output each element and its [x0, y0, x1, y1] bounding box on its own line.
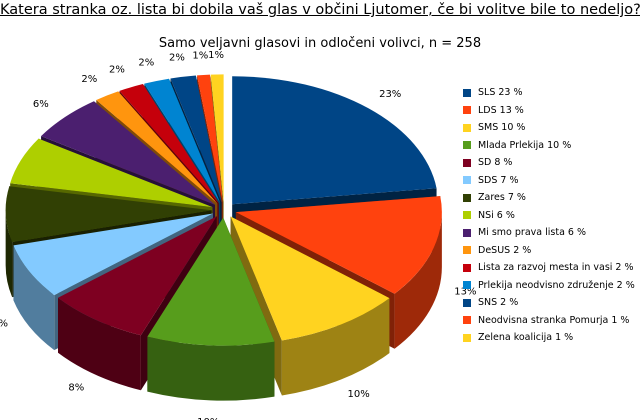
slice-mlada-prlekija	[147, 217, 275, 346]
legend-swatch	[463, 228, 471, 237]
legend-swatch	[463, 316, 471, 325]
legend-item-neodvisna-stranka-pomurja: Neodvisna stranka Pomurja 1 %	[463, 312, 635, 330]
data-label-desus: 2%	[81, 74, 97, 85]
legend-label: Lista za razvoj mesta in vasi 2 %	[478, 262, 634, 274]
slice-side-sms	[281, 298, 390, 396]
legend-item-mlada-prlekija: Mlada Prlekija 10 %	[463, 137, 635, 155]
legend-item-desus: DeSUS 2 %	[463, 242, 635, 260]
slice-sds	[13, 213, 213, 296]
data-label-sds: 7%	[0, 318, 8, 329]
data-label-sls: 23%	[379, 89, 401, 100]
legend-item-nsi: NSi 6 %	[463, 207, 635, 225]
legend-swatch	[463, 263, 471, 272]
legend-swatch	[463, 298, 471, 307]
slice-side-sds	[13, 245, 55, 351]
pie-tops	[5, 74, 442, 346]
data-label-prlekija-neodvisno-zdruzenje: 2%	[138, 57, 154, 68]
legend-label: Mlada Prlekija 10 %	[478, 139, 572, 151]
slice-side-mlada-prlekija	[147, 336, 275, 401]
data-label-sms: 10%	[348, 389, 370, 400]
legend-item-mi-smo-prava-lista: Mi smo prava lista 6 %	[463, 224, 635, 242]
legend-item-sls: SLS 23 %	[463, 84, 635, 102]
slice-sls	[232, 76, 437, 205]
legend-swatch	[463, 88, 471, 97]
legend-item-sms: SMS 10 %	[463, 119, 635, 137]
slice-sd	[58, 216, 217, 336]
legend-item-lista-za-razvoj-mesta-in-vasi: Lista za razvoj mesta in vasi 2 %	[463, 259, 635, 277]
legend-label: Mi smo prava lista 6 %	[478, 227, 586, 239]
slice-sms	[230, 216, 390, 341]
slice-side-lds	[394, 212, 442, 349]
legend-item-sds: SDS 7 %	[463, 172, 635, 190]
pie-labels: 23%13%10%10%8%7%7%6%6%2%2%2%2%1%1%	[0, 50, 476, 420]
data-label-lista-za-razvoj-mesta-in-vasi: 2%	[109, 65, 125, 76]
legend-label: LDS 13 %	[478, 104, 524, 116]
chart-subtitle: Samo veljavni glasovi in odločeni volivc…	[158, 36, 482, 51]
legend-swatch	[463, 176, 471, 185]
chart-title: Katera stranka oz. lista bi dobila vaš g…	[0, 2, 640, 18]
legend-label: Zares 7 %	[478, 192, 526, 204]
data-label-neodvisna-stranka-pomurja: 1%	[192, 51, 208, 62]
slice-lista-za-razvoj-mesta-in-vasi	[119, 84, 219, 204]
slice-zares	[5, 186, 212, 243]
slice-side-zares	[5, 210, 13, 298]
slice-nsi	[10, 138, 213, 208]
legend-item-zares: Zares 7 %	[463, 189, 635, 207]
data-label-sns: 2%	[169, 53, 185, 64]
legend-swatch	[463, 106, 471, 115]
legend-label: SD 8 %	[478, 157, 513, 169]
legend-item-sd: SD 8 %	[463, 154, 635, 172]
legend-item-lds: LDS 13 %	[463, 102, 635, 120]
legend-swatch	[463, 211, 471, 220]
legend-swatch	[463, 281, 471, 290]
legend-item-sns: SNS 2 %	[463, 294, 635, 312]
legend-swatch	[463, 333, 471, 342]
legend-item-zelena-koalicija: Zelena koalicija 1 %	[463, 329, 635, 347]
data-label-mlada-prlekija: 10%	[197, 417, 219, 420]
legend-swatch	[463, 246, 471, 255]
legend-label: SLS 23 %	[478, 87, 523, 99]
slice-lds	[235, 196, 442, 294]
slice-neodvisna-stranka-pomurja	[197, 74, 223, 203]
legend-label: Neodvisna stranka Pomurja 1 %	[478, 314, 630, 326]
legend-swatch	[463, 158, 471, 167]
slice-zelena-koalicija	[210, 74, 224, 203]
slice-prlekija-neodvisno-zdruzenje	[144, 78, 221, 203]
legend-label: Zelena koalicija 1 %	[478, 332, 574, 344]
legend-swatch	[463, 123, 471, 132]
slice-sns	[170, 75, 222, 203]
data-label-lds: 13%	[454, 287, 476, 298]
data-label-mi-smo-prava-lista: 6%	[33, 99, 49, 110]
legend-label: SDS 7 %	[478, 174, 519, 186]
legend-swatch	[463, 193, 471, 202]
slice-side-sd	[58, 297, 141, 391]
slice-mi-smo-prava-lista	[41, 101, 215, 205]
legend-label: DeSUS 2 %	[478, 244, 532, 256]
legend-label: SMS 10 %	[478, 122, 526, 134]
legend-label: SNS 2 %	[478, 297, 519, 309]
data-label-sd: 8%	[68, 383, 84, 394]
legend-label: Prlekija neodvisno združenje 2 %	[478, 279, 635, 291]
legend-swatch	[463, 141, 471, 150]
chart-legend: SLS 23 % LDS 13 % SMS 10 % Mlada Prlekija 1…	[463, 84, 635, 347]
legend-item-prlekija-neodvisno-zdruzenje: Prlekija neodvisno združenje 2 %	[463, 277, 635, 295]
legend-label: NSi 6 %	[478, 209, 515, 221]
data-label-zelena-koalicija: 1%	[208, 50, 224, 61]
slice-desus	[96, 91, 218, 204]
